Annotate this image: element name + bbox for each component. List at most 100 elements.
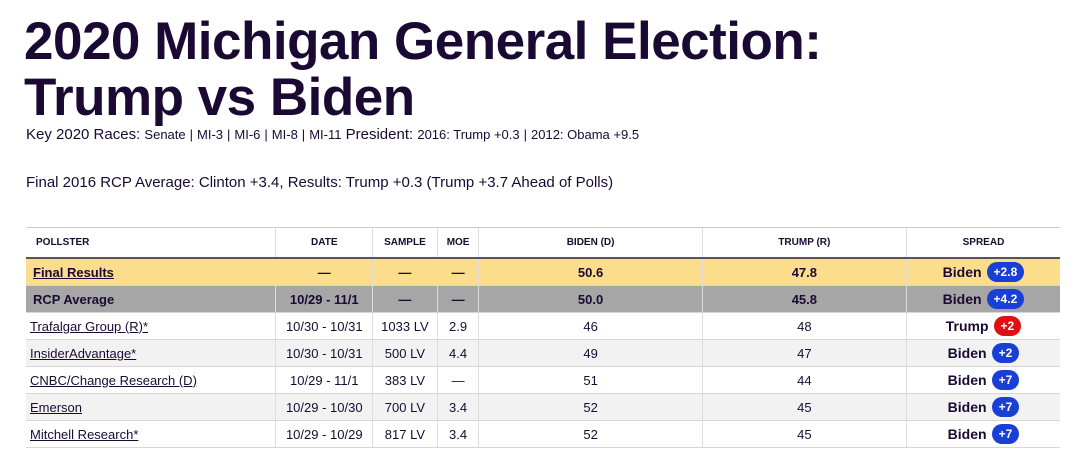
race-link-mi-11[interactable]: MI-11	[309, 127, 342, 142]
table-cell-spread: Biden +7	[905, 393, 1060, 421]
spread-badge: +7	[991, 397, 1020, 417]
key-races-line: Key 2020 Races: Senate | MI-3 | MI-6 | MI-8 | MI…	[26, 126, 639, 143]
table-cell-moe: 4.4	[436, 339, 479, 367]
table-cell-biden: 49	[478, 339, 703, 367]
header-pollster: POLLSTER	[26, 227, 276, 259]
table-header-row: POLLSTER DATE SAMPLE MOE BIDEN (D) TRUMP…	[26, 227, 1060, 259]
table-cell-sample: 700 LV	[372, 393, 438, 421]
header-spread: SPREAD	[905, 227, 1060, 259]
table-cell-biden: 52	[478, 393, 703, 421]
president-2012-link[interactable]: 2012: Obama +9.5	[531, 127, 640, 142]
table-cell-date: —	[275, 258, 373, 286]
table-cell-biden: 46	[478, 312, 703, 340]
separator: |	[189, 127, 194, 142]
table-cell-moe: —	[436, 366, 479, 394]
spread-name: Biden	[942, 291, 982, 307]
table-cell-trump: 44	[701, 366, 907, 394]
rcp-average-row: RCP Average 10/29 - 11/1 — — 50.0 45.8 B…	[26, 285, 1060, 313]
spread-name: Biden	[942, 264, 982, 280]
table-cell-pollster: Trafalgar Group (R)*	[26, 312, 276, 340]
spread: Biden +4.2	[943, 289, 1025, 309]
table-row: CNBC/Change Research (D) 10/29 - 11/1 38…	[26, 366, 1060, 394]
spread: Biden +7	[948, 397, 1020, 417]
spread-badge: +2	[993, 316, 1022, 336]
pollster-link[interactable]: Emerson	[30, 399, 83, 415]
race-link-mi-3[interactable]: MI-3	[197, 127, 224, 142]
table-cell-moe: 2.9	[436, 312, 479, 340]
pollster-link[interactable]: Trafalgar Group (R)*	[30, 318, 148, 334]
separator: |	[227, 127, 231, 142]
race-link-mi-6[interactable]: MI-6	[234, 127, 261, 142]
final-results-row: Final Results — — — 50.6 47.8 Biden +2.8	[26, 258, 1060, 286]
spread: Biden +7	[948, 424, 1020, 444]
header-biden: BIDEN (D)	[478, 227, 703, 259]
pollster-link[interactable]: InsiderAdvantage*	[30, 345, 137, 361]
spread-badge: +2	[991, 343, 1020, 363]
separator: |	[523, 127, 527, 142]
table-cell-biden: 52	[478, 420, 703, 448]
spread-name: Trump	[945, 318, 989, 334]
table-cell-pollster: Emerson	[26, 393, 276, 421]
spread-name: Biden	[947, 426, 987, 442]
spread-name: Biden	[947, 345, 987, 361]
spread-badge: +7	[991, 424, 1020, 444]
table-cell-trump: 48	[701, 312, 907, 340]
page-title-line2: Trump vs Biden	[24, 68, 415, 127]
pollster-link[interactable]: Mitchell Research*	[30, 426, 139, 442]
table-cell-pollster: CNBC/Change Research (D)	[26, 366, 276, 394]
table-cell-trump: 47.8	[701, 258, 907, 286]
table-cell-trump: 45.8	[701, 285, 907, 313]
rcp-average-label: RCP Average	[26, 285, 276, 313]
table-row: Trafalgar Group (R)* 10/30 - 10/31 1033 …	[26, 312, 1060, 340]
table-cell-biden: 50.6	[478, 258, 703, 286]
table-cell-moe: —	[436, 258, 479, 286]
separator: |	[301, 127, 306, 142]
table-cell-moe: 3.4	[436, 393, 479, 421]
table-cell-date: 10/29 - 11/1	[275, 285, 373, 313]
table-row: Mitchell Research* 10/29 - 10/29 817 LV …	[26, 420, 1060, 448]
page-title: 2020 Michigan General Election: Trump vs…	[24, 12, 822, 127]
spread-name: Biden	[947, 399, 987, 415]
spread: Biden +7	[948, 370, 1020, 390]
table-cell-pollster: Mitchell Research*	[26, 420, 276, 448]
spread-name: Biden	[947, 372, 987, 388]
table-cell-biden: 50.0	[478, 285, 703, 313]
table-cell-pollster: InsiderAdvantage*	[26, 339, 276, 367]
race-link-mi-8[interactable]: MI-8	[271, 127, 298, 142]
table-cell-sample: 1033 LV	[372, 312, 438, 340]
table-cell-sample: —	[372, 285, 438, 313]
table-row: InsiderAdvantage* 10/30 - 10/31 500 LV 4…	[26, 339, 1060, 367]
president-2016-link[interactable]: 2016: Trump +0.3	[417, 127, 520, 142]
spread: Biden +2	[948, 343, 1020, 363]
header-date: DATE	[275, 227, 373, 259]
table-cell-sample: 383 LV	[372, 366, 438, 394]
spread-badge: +2.8	[986, 262, 1025, 282]
table-cell-trump: 45	[701, 393, 907, 421]
pollster-link[interactable]: CNBC/Change Research (D)	[30, 372, 197, 388]
table-cell-date: 10/29 - 11/1	[275, 366, 373, 394]
spread-badge: +7	[991, 370, 1020, 390]
table-cell-date: 10/29 - 10/30	[275, 393, 373, 421]
table-cell-spread: Biden +7	[905, 366, 1060, 394]
table-cell-spread: Biden +7	[905, 420, 1060, 448]
table-cell-moe: —	[436, 285, 479, 313]
table-cell-biden: 51	[478, 366, 703, 394]
spread-badge: +4.2	[986, 289, 1025, 309]
table-cell-spread: Biden +2.8	[905, 258, 1060, 286]
race-link-senate[interactable]: Senate	[144, 127, 186, 142]
spread: Trump +2	[945, 316, 1022, 336]
table-cell-trump: 47	[701, 339, 907, 367]
table-cell-date: 10/30 - 10/31	[275, 339, 373, 367]
table-cell-date: 10/29 - 10/29	[275, 420, 373, 448]
table-cell-sample: 817 LV	[372, 420, 438, 448]
final-results-link[interactable]: Final Results	[26, 258, 276, 286]
president-label: President:	[345, 126, 414, 143]
table-cell-spread: Trump +2	[905, 312, 1060, 340]
page-title-line1: 2020 Michigan General Election:	[24, 12, 822, 71]
table-cell-spread: Biden +4.2	[905, 285, 1060, 313]
polls-table: POLLSTER DATE SAMPLE MOE BIDEN (D) TRUMP…	[26, 227, 1060, 448]
table-cell-sample: —	[372, 258, 438, 286]
table-cell-spread: Biden +2	[905, 339, 1060, 367]
final-2016-note: Final 2016 RCP Average: Clinton +3.4, Re…	[26, 174, 614, 191]
table-cell-date: 10/30 - 10/31	[275, 312, 373, 340]
